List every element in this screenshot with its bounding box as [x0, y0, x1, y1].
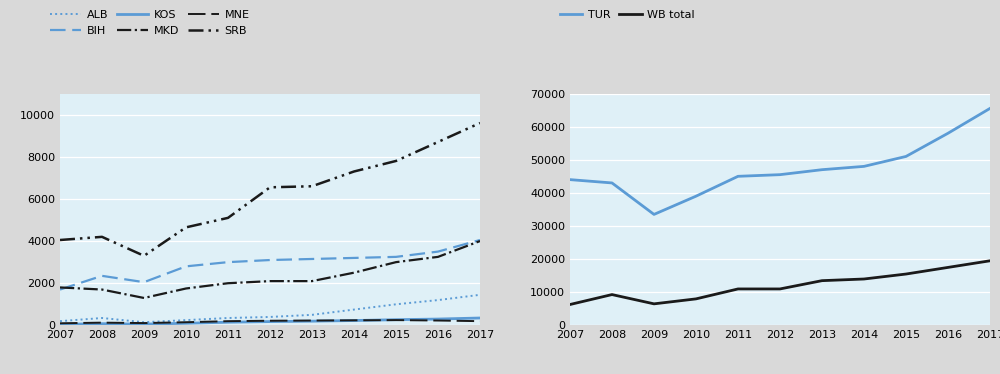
TUR: [564, 177, 576, 182]
MKD: [432, 255, 444, 259]
Line: WB total: WB total: [570, 261, 990, 304]
SRB: [432, 140, 444, 144]
KOS: [54, 322, 66, 327]
MKD: [348, 270, 360, 275]
KOS: [390, 318, 402, 322]
ALB: [432, 298, 444, 302]
Line: SRB: SRB: [60, 123, 480, 256]
KOS: [222, 320, 234, 325]
MNE: [180, 320, 192, 325]
WB total: [606, 292, 618, 297]
MKD: [390, 260, 402, 264]
Line: MKD: MKD: [60, 241, 480, 298]
KOS: [474, 316, 486, 320]
TUR: [606, 181, 618, 185]
WB total: [942, 265, 954, 270]
BIH: [222, 260, 234, 264]
WB total: [900, 272, 912, 276]
ALB: [264, 315, 276, 319]
BIH: [264, 258, 276, 262]
TUR: [690, 194, 702, 199]
Line: TUR: TUR: [570, 108, 990, 214]
MNE: [432, 318, 444, 323]
Line: ALB: ALB: [60, 295, 480, 322]
BIH: [348, 256, 360, 260]
SRB: [390, 159, 402, 163]
TUR: [900, 154, 912, 159]
ALB: [222, 316, 234, 320]
KOS: [96, 321, 108, 326]
MNE: [222, 319, 234, 324]
SRB: [180, 225, 192, 230]
WB total: [774, 287, 786, 291]
TUR: [648, 212, 660, 217]
ALB: [96, 316, 108, 320]
TUR: [858, 164, 870, 169]
KOS: [432, 317, 444, 321]
MNE: [264, 319, 276, 323]
WB total: [732, 287, 744, 291]
WB total: [690, 297, 702, 301]
MKD: [474, 239, 486, 243]
MKD: [54, 285, 66, 290]
Line: BIH: BIH: [60, 240, 480, 289]
WB total: [648, 301, 660, 306]
SRB: [96, 234, 108, 239]
BIH: [390, 255, 402, 259]
MNE: [306, 318, 318, 323]
MKD: [180, 286, 192, 291]
BIH: [180, 264, 192, 269]
BIH: [432, 249, 444, 254]
SRB: [222, 216, 234, 220]
TUR: [942, 131, 954, 135]
Line: MNE: MNE: [60, 320, 480, 323]
BIH: [138, 280, 150, 284]
MNE: [138, 321, 150, 325]
WB total: [564, 302, 576, 307]
TUR: [984, 106, 996, 111]
MNE: [96, 321, 108, 325]
TUR: [732, 174, 744, 178]
MNE: [54, 321, 66, 325]
ALB: [180, 318, 192, 322]
ALB: [474, 292, 486, 297]
KOS: [264, 319, 276, 324]
ALB: [390, 302, 402, 307]
SRB: [264, 185, 276, 190]
WB total: [984, 258, 996, 263]
WB total: [858, 277, 870, 281]
MNE: [474, 319, 486, 324]
TUR: [774, 172, 786, 177]
Legend: TUR, WB total: TUR, WB total: [556, 6, 699, 24]
MKD: [306, 279, 318, 283]
Line: KOS: KOS: [60, 318, 480, 324]
SRB: [138, 254, 150, 258]
BIH: [474, 238, 486, 242]
KOS: [306, 319, 318, 324]
MKD: [96, 287, 108, 292]
ALB: [138, 320, 150, 325]
SRB: [306, 184, 318, 188]
ALB: [54, 319, 66, 324]
SRB: [348, 169, 360, 174]
Legend: ALB, BIH, KOS, MKD, MNE, SRB: ALB, BIH, KOS, MKD, MNE, SRB: [46, 6, 254, 40]
TUR: [816, 168, 828, 172]
KOS: [138, 322, 150, 327]
ALB: [348, 307, 360, 312]
MKD: [264, 279, 276, 283]
MNE: [390, 318, 402, 322]
MKD: [138, 296, 150, 300]
KOS: [180, 321, 192, 325]
MNE: [348, 318, 360, 322]
MKD: [222, 281, 234, 285]
BIH: [54, 287, 66, 292]
BIH: [306, 257, 318, 261]
KOS: [348, 318, 360, 323]
WB total: [816, 278, 828, 283]
SRB: [54, 238, 66, 242]
ALB: [306, 313, 318, 317]
SRB: [474, 121, 486, 125]
BIH: [96, 274, 108, 278]
